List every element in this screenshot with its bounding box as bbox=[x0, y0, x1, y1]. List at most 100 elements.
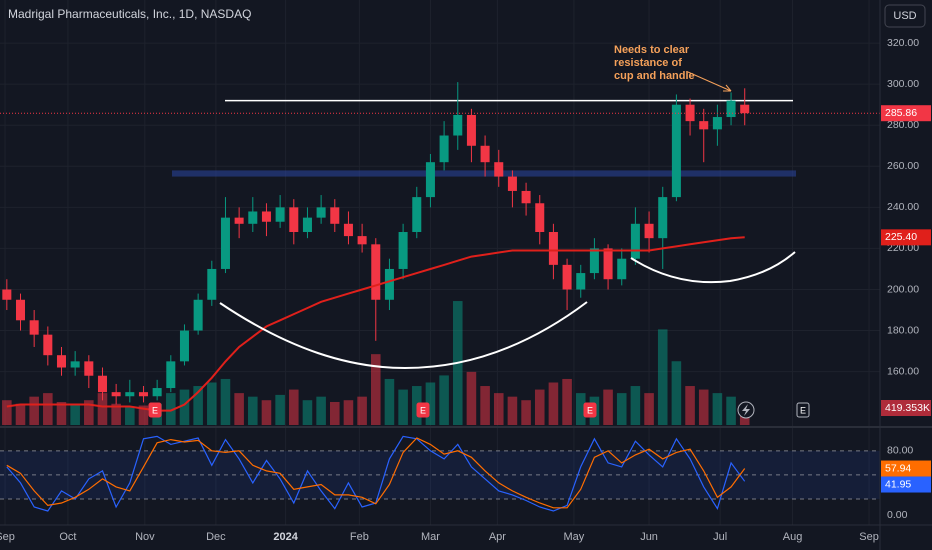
x-tick-label: Nov bbox=[135, 531, 155, 543]
candle-body bbox=[603, 248, 613, 280]
candle-body bbox=[207, 268, 217, 300]
candle-body bbox=[234, 217, 244, 224]
y-tick-label: 280.00 bbox=[887, 119, 919, 131]
candle-body bbox=[193, 299, 203, 331]
volume-bar bbox=[111, 403, 121, 425]
volume-bar bbox=[630, 386, 641, 425]
x-tick-label: Oct bbox=[59, 531, 76, 543]
candle-body bbox=[15, 299, 26, 321]
volume-bar bbox=[466, 371, 477, 425]
candle-body bbox=[521, 190, 531, 204]
candle-body bbox=[343, 223, 353, 237]
x-tick-label: Mar bbox=[421, 531, 440, 543]
stoch-d-line bbox=[6, 437, 746, 509]
y-tick-label: 160.00 bbox=[887, 365, 919, 377]
x-tick-label: Feb bbox=[350, 531, 369, 543]
y-tick-label: 240.00 bbox=[887, 201, 919, 213]
currency-label[interactable]: USD bbox=[893, 10, 916, 22]
y-tick-label: 200.00 bbox=[887, 283, 919, 295]
volume-bar bbox=[220, 378, 231, 425]
candle-body bbox=[152, 388, 162, 397]
x-tick-label: Apr bbox=[489, 531, 506, 543]
currency-button[interactable] bbox=[884, 4, 926, 28]
volume-bar bbox=[343, 400, 354, 425]
candle-body bbox=[466, 114, 476, 146]
stoch-tick-label: 0.00 bbox=[887, 509, 908, 521]
volume-bar bbox=[370, 354, 381, 425]
x-tick-label: May bbox=[564, 531, 585, 543]
volume-label-bg bbox=[881, 400, 931, 416]
volume-bar bbox=[330, 401, 340, 425]
x-tick-label: Jun bbox=[640, 531, 658, 543]
candle-body bbox=[166, 361, 176, 389]
axes: Sep Oct Nov Dec 2024 Feb Mar Apr May Jun Jul Aug Sep… bbox=[0, 37, 931, 543]
candle-body bbox=[302, 217, 312, 233]
stoch-k-label: 41.95 bbox=[885, 478, 911, 490]
volume-bar bbox=[43, 393, 53, 425]
volume-bar bbox=[207, 382, 217, 425]
y-tick-label: 300.00 bbox=[887, 78, 919, 90]
candle-body bbox=[712, 117, 722, 130]
volume-bar bbox=[302, 400, 313, 425]
candle-body bbox=[589, 248, 599, 274]
candle-body bbox=[412, 197, 422, 233]
earnings-marker bbox=[148, 402, 162, 418]
volume-bar bbox=[603, 389, 613, 425]
volume-bar bbox=[166, 393, 176, 425]
grid bbox=[0, 0, 880, 525]
volume-bar bbox=[70, 403, 80, 425]
sma-label-bg bbox=[881, 229, 931, 246]
volume-bar bbox=[138, 405, 149, 425]
candle-body bbox=[138, 392, 148, 397]
volume-bar bbox=[644, 393, 654, 425]
sma-label: 225.40 bbox=[885, 231, 917, 243]
candle-body bbox=[275, 207, 285, 222]
volume-bar bbox=[97, 393, 108, 425]
volume-bar bbox=[384, 378, 395, 425]
candle-body bbox=[43, 334, 53, 356]
candle-body bbox=[84, 361, 94, 376]
earnings-marker bbox=[416, 402, 430, 418]
candle-body bbox=[398, 232, 408, 269]
candle-body bbox=[220, 217, 230, 269]
volume-bar bbox=[84, 400, 94, 425]
candle-body bbox=[480, 145, 490, 163]
candle-body bbox=[371, 244, 381, 300]
x-tick-label: Dec bbox=[206, 531, 226, 543]
volume-bar bbox=[398, 389, 408, 425]
volume-bar bbox=[726, 396, 736, 425]
volume-bar bbox=[712, 393, 723, 425]
volume-bar bbox=[548, 382, 559, 425]
volume-bar bbox=[480, 386, 490, 425]
candle-body bbox=[439, 135, 449, 163]
candle-body bbox=[453, 114, 463, 136]
volume-bar bbox=[261, 400, 272, 425]
candle-body bbox=[111, 392, 121, 397]
y-tick-label: 180.00 bbox=[887, 324, 919, 336]
candle-body bbox=[357, 236, 367, 245]
x-tick-label: 2024 bbox=[273, 531, 298, 543]
candle-body bbox=[548, 232, 558, 265]
last-price-label-bg bbox=[881, 105, 931, 122]
earnings-label: E bbox=[420, 405, 426, 415]
candle-body bbox=[726, 100, 736, 118]
candle-body bbox=[535, 203, 545, 233]
volume-bar bbox=[316, 396, 326, 425]
candle-body bbox=[617, 258, 627, 280]
earnings-marker bbox=[796, 402, 810, 418]
volume-bar bbox=[534, 389, 545, 425]
volume-bar bbox=[493, 393, 504, 425]
earnings-label: E bbox=[152, 405, 158, 415]
candle-body bbox=[179, 330, 189, 362]
volume-bar bbox=[179, 389, 190, 425]
volume-bar bbox=[698, 389, 709, 425]
candle-body bbox=[630, 223, 640, 259]
volume-bar bbox=[234, 393, 244, 425]
candle-body bbox=[658, 197, 668, 239]
candle-body bbox=[70, 361, 80, 368]
volume-bar bbox=[616, 393, 627, 425]
support-zone bbox=[172, 170, 796, 177]
earnings-marker bbox=[583, 402, 597, 418]
candle-body bbox=[97, 375, 107, 393]
volume-bar bbox=[29, 396, 39, 425]
